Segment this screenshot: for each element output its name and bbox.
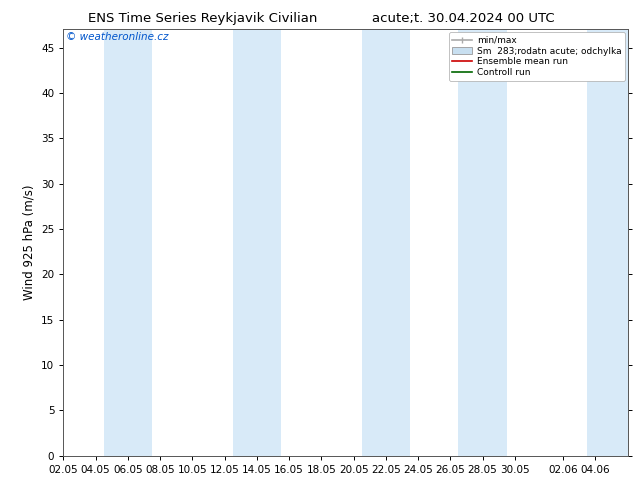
Y-axis label: Wind 925 hPa (m/s): Wind 925 hPa (m/s)	[23, 185, 36, 300]
Bar	[458, 29, 507, 456]
Bar	[361, 29, 410, 456]
Text: © weatheronline.cz: © weatheronline.cz	[66, 31, 169, 42]
Bar	[104, 29, 152, 456]
Legend: min/max, Sm  283;rodatn acute; odchylka, Ensemble mean run, Controll run: min/max, Sm 283;rodatn acute; odchylka, …	[449, 32, 625, 81]
Bar	[587, 29, 628, 456]
Text: ENS Time Series Reykjavik Civilian: ENS Time Series Reykjavik Civilian	[88, 12, 318, 25]
Text: acute;t. 30.04.2024 00 UTC: acute;t. 30.04.2024 00 UTC	[372, 12, 554, 25]
Bar	[233, 29, 281, 456]
